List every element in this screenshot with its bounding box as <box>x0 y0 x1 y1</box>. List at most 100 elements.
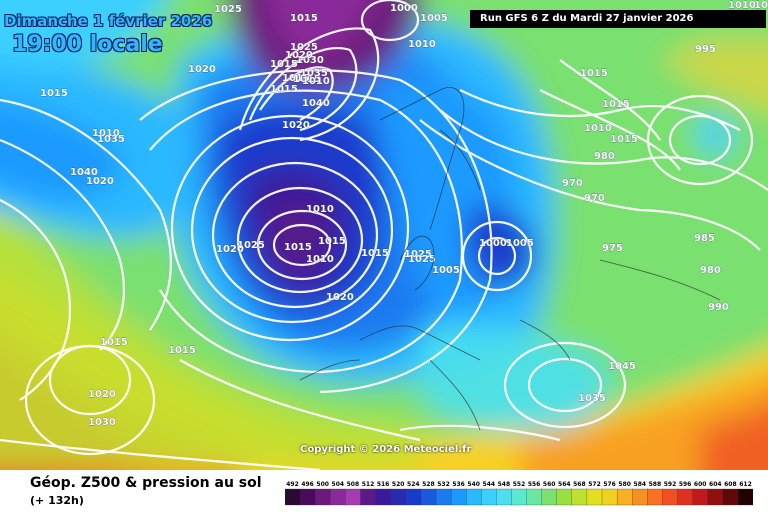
scale-tick-label: 592 <box>664 481 677 488</box>
scale-swatch <box>571 488 588 506</box>
isobar-value-label: 1030 <box>296 55 324 66</box>
scale-swatch <box>375 488 392 506</box>
isobar-value-label: 1020 <box>88 389 116 400</box>
scale-tick-label: 596 <box>679 481 692 488</box>
scale-swatch <box>601 488 618 506</box>
isobar-value-label: 1015 <box>361 248 389 259</box>
scale-tick-label: 508 <box>347 481 360 488</box>
scale-swatch <box>541 488 558 506</box>
scale-tick-label: 544 <box>483 481 496 488</box>
scale-swatch <box>330 488 347 506</box>
scale-swatch <box>526 488 543 506</box>
isobar-value-label: 990 <box>708 302 729 313</box>
scale-swatch <box>450 488 467 506</box>
isobar-value-label: 1025 <box>408 254 436 265</box>
isobar-value-label: 1015 <box>168 345 196 356</box>
isobar-value-label: 1010 <box>728 0 756 11</box>
isobar-value-label: 970 <box>584 193 605 204</box>
isobar-value-label: 1025 <box>214 4 242 15</box>
color-scale-bar: 492 496 500 504 508 512 516 520 524 528 532 536 540 5… <box>285 481 753 506</box>
isobar-value-label: 1020 <box>86 176 114 187</box>
isobar-value-label: 980 <box>700 265 721 276</box>
scale-swatch <box>496 488 513 506</box>
isobar-value-label: 1025 <box>404 249 432 260</box>
isobar-value-label: 1005 <box>420 13 448 24</box>
run-info-banner: Run GFS 6 Z du Mardi 27 janvier 2026 <box>470 10 766 28</box>
isobars <box>0 0 768 470</box>
scale-swatch <box>722 488 739 506</box>
isobar-value-label: 1020 <box>216 244 244 255</box>
isobar-value-label: 1025 <box>237 240 265 251</box>
scale-swatch <box>632 488 648 506</box>
isobar-value-label: 970 <box>562 178 583 189</box>
scale-tick-label: 516 <box>377 481 390 488</box>
scale-swatch <box>405 488 422 506</box>
isobar-value-label: 1015 <box>284 242 312 253</box>
scale-tick-label: 500 <box>316 481 329 488</box>
scale-swatch <box>390 488 407 506</box>
scale-swatch <box>345 488 362 506</box>
isobar-value-label: 1000 <box>479 238 507 249</box>
legend-title: Géop. Z500 & pression au sol <box>30 475 262 491</box>
scale-tick-label: 568 <box>573 481 586 488</box>
isobar-value-label: 1015 <box>318 236 346 247</box>
scale-swatch <box>737 488 753 506</box>
isobar-value-label: 995 <box>695 44 716 55</box>
scale-tick-label: 572 <box>588 481 601 488</box>
scale-swatch <box>662 488 679 506</box>
scale-swatch <box>481 488 498 506</box>
scale-swatch <box>707 488 724 506</box>
scale-swatch <box>616 488 633 506</box>
isobar-value-label: 1010 <box>92 128 120 139</box>
scale-tick-label: 504 <box>332 481 345 488</box>
isobar-value-label: 985 <box>694 233 715 244</box>
scale-tick-label: 528 <box>422 481 435 488</box>
isobar-value-label: 1010 <box>306 204 334 215</box>
isobar-value-label: 1010 <box>302 76 330 87</box>
isobar-value-label: 1005 <box>506 238 534 249</box>
isobar-value-label: 1015 <box>602 99 630 110</box>
forecast-lead-time: (+ 132h) <box>30 494 84 507</box>
scale-tick-label: 560 <box>543 481 556 488</box>
isobar-value-label: 1015 <box>610 134 638 145</box>
scale-tick-label: 548 <box>498 481 511 488</box>
scale-swatch <box>586 488 603 506</box>
scale-tick-label: 584 <box>634 481 647 488</box>
scale-swatch <box>420 488 437 506</box>
scale-tick-label: 580 <box>618 481 631 488</box>
weather-map: 1025 1015 1000 1005 1010 1020 1015 1010 1035 1040… <box>0 0 768 470</box>
scale-tick-label: 612 <box>739 481 752 488</box>
isobar-labels: 1025101510001005101010201015101010351040… <box>40 0 768 428</box>
isobar-value-label: 1020 <box>188 64 216 75</box>
isobar-value-label: 1040 <box>302 98 330 109</box>
scale-tick-label: 540 <box>467 481 480 488</box>
scale-tick-label: 512 <box>362 481 375 488</box>
isobar-value-label: 980 <box>594 151 615 162</box>
isobar-value-label: 1015 <box>270 84 298 95</box>
scale-tick-label: 520 <box>392 481 405 488</box>
scale-swatch <box>360 488 377 506</box>
isobar-value-label: 1035 <box>97 134 125 145</box>
scale-swatch <box>435 488 452 506</box>
isobar-value-label: 1020 <box>285 50 313 61</box>
scale-swatch <box>466 488 482 506</box>
isobar-value-label: 1020 <box>326 292 354 303</box>
scale-swatch <box>511 488 528 506</box>
scale-tick-label: 524 <box>407 481 420 488</box>
isobar-value-label: 1035 <box>578 393 606 404</box>
isobar-value-label: 1010 <box>306 254 334 265</box>
scale-tick-label: 564 <box>558 481 571 488</box>
scale-tick-label: 532 <box>437 481 450 488</box>
pressure-map-canvas: 1025101510001005101010201015101010351040… <box>0 0 768 470</box>
isobar-value-label: 1020 <box>282 120 310 131</box>
scale-tick-label: 600 <box>694 481 707 488</box>
isobar-value-label: 1015 <box>580 68 608 79</box>
isobar-value-label: 1015 <box>282 73 310 84</box>
scale-tick-label: 492 <box>286 481 299 488</box>
scale-tick-label: 556 <box>528 481 541 488</box>
isobar-value-label: 1035 <box>300 68 328 79</box>
scale-tick-label: 576 <box>603 481 616 488</box>
isobar-value-label: 1015 <box>293 74 321 85</box>
scale-swatch <box>677 488 694 506</box>
isobar-value-label: 1010 <box>584 123 612 134</box>
